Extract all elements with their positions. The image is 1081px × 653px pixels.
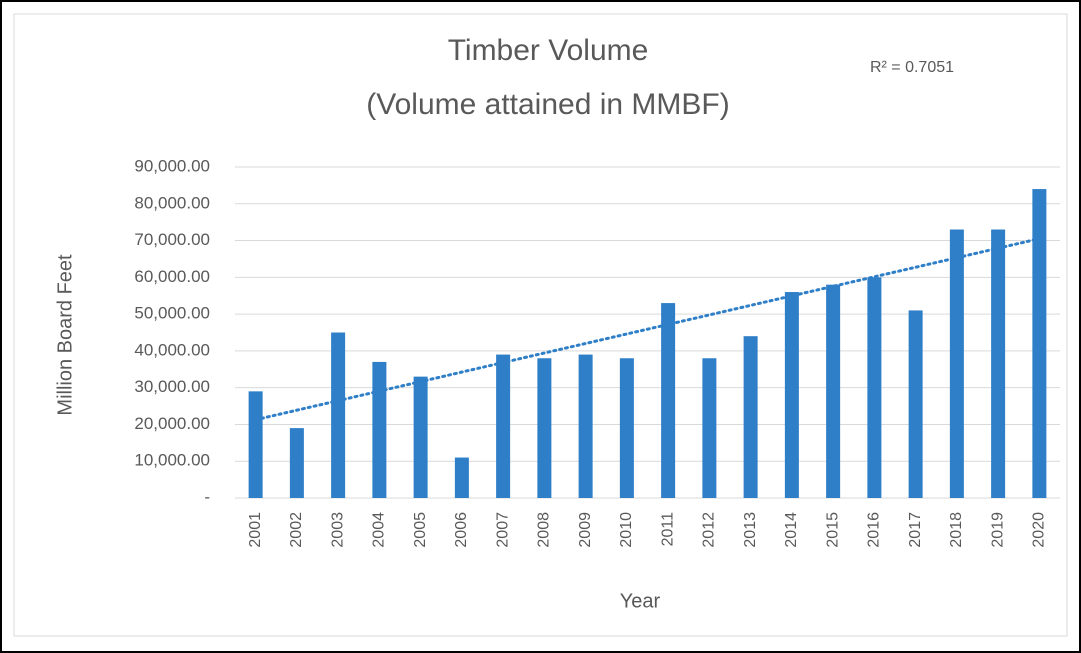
bar [867, 277, 882, 498]
x-tick-label: 2010 [618, 512, 635, 548]
y-tick-label: - [204, 487, 210, 506]
bar [454, 457, 469, 498]
bar [331, 332, 346, 498]
bar [661, 303, 676, 498]
bar [289, 428, 304, 498]
x-tick-label: 2008 [536, 512, 553, 548]
trendline [254, 237, 1041, 422]
bar [1032, 189, 1047, 499]
x-axis-label: Year [620, 590, 661, 612]
x-tick-label: 2011 [659, 512, 676, 547]
bar [372, 361, 387, 498]
bar [991, 229, 1006, 498]
y-tick-label: 30,000.00 [134, 377, 210, 396]
y-tick-label: 50,000.00 [134, 304, 210, 323]
y-tick-label: 40,000.00 [134, 340, 210, 359]
x-tick-label: 2005 [412, 512, 429, 548]
chart-subtitle: (Volume attained in MMBF) [366, 88, 729, 121]
y-tick-label: 70,000.00 [134, 230, 210, 249]
y-axis-label: Million Board Feet [54, 254, 76, 416]
bar [537, 358, 552, 498]
x-tick-label: 2012 [701, 512, 718, 548]
bar [413, 376, 428, 498]
x-tick-label: 2009 [577, 512, 594, 548]
y-tick-label: 60,000.00 [134, 267, 210, 286]
bar [908, 310, 923, 498]
r-squared: R² = 0.7051 [870, 59, 954, 76]
x-tick-label: 2020 [1031, 512, 1048, 548]
bar [826, 284, 841, 498]
chart-title: Timber Volume [448, 34, 649, 67]
y-tick-label: 10,000.00 [134, 451, 210, 470]
bar [619, 358, 634, 498]
y-tick-label: 20,000.00 [134, 414, 210, 433]
x-tick-label: 2006 [453, 512, 470, 548]
x-tick-label: 2004 [371, 512, 388, 548]
x-tick-label: 2015 [824, 512, 841, 548]
bar [578, 354, 593, 498]
x-tick-label: 2013 [742, 512, 759, 548]
bar [496, 354, 511, 498]
y-tick-label: 90,000.00 [134, 156, 210, 175]
bar [702, 358, 717, 498]
bar [784, 292, 799, 498]
x-tick-label: 2014 [783, 512, 800, 548]
x-tick-label: 2018 [948, 512, 965, 548]
x-tick-label: 2019 [989, 512, 1006, 548]
bar [743, 336, 758, 498]
y-tick-label: 80,000.00 [134, 193, 210, 212]
x-tick-label: 2001 [247, 512, 264, 548]
x-tick-label: 2016 [866, 512, 883, 548]
bar [949, 229, 964, 498]
chart-frame [13, 13, 1068, 637]
x-tick-label: 2002 [288, 512, 305, 548]
x-tick-label: 2017 [907, 512, 924, 548]
bar [248, 391, 263, 498]
x-tick-label: 2007 [494, 512, 511, 548]
x-tick-label: 2003 [329, 512, 346, 548]
